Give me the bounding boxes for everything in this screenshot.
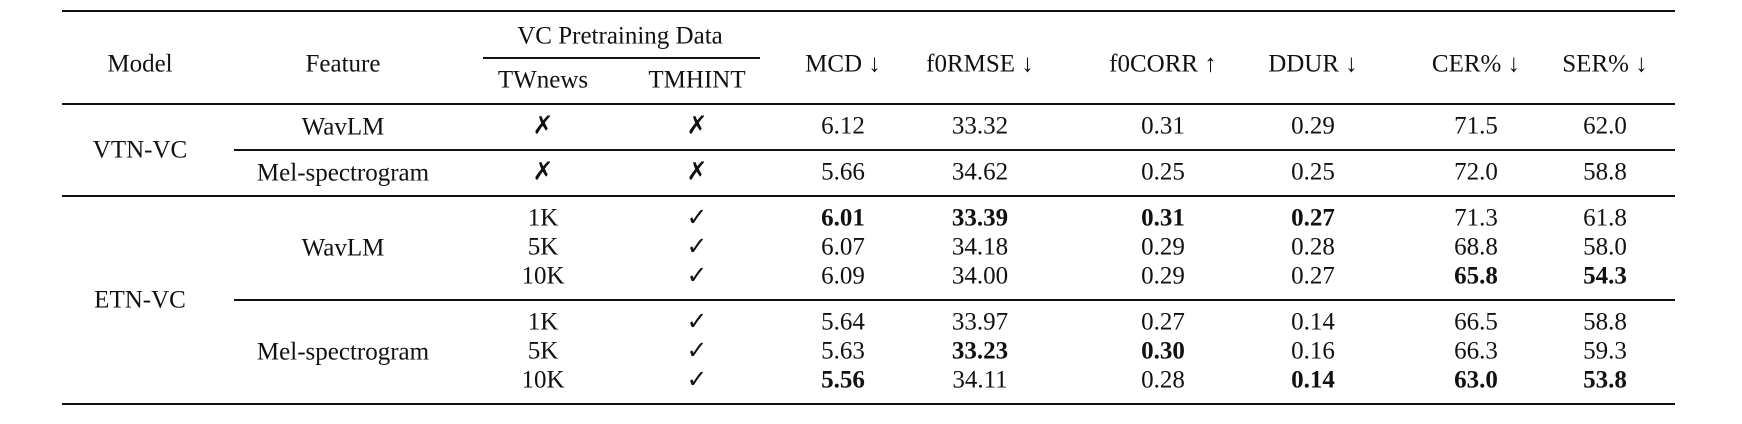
table-cell: 0.31 (1141, 204, 1185, 232)
table-cell: 53.8 (1583, 366, 1627, 394)
feature-label: WavLM (301, 113, 385, 141)
table-cell: 6.01 (821, 204, 865, 232)
table-cell: 34.00 (951, 262, 1009, 290)
table-cell: 0.28 (1291, 233, 1335, 261)
model-label: ETN-VC (94, 286, 186, 314)
table-cell: 58.0 (1583, 233, 1627, 261)
table-cell: 71.5 (1454, 112, 1498, 140)
header-cell: Model (107, 50, 173, 78)
table-cell: 34.18 (951, 233, 1009, 261)
table-cell: 33.23 (951, 337, 1009, 365)
rule (62, 103, 1675, 105)
table-cell: 33.39 (951, 204, 1009, 232)
table-cell: ✗ (686, 158, 708, 186)
table-cell: ✗ (532, 112, 554, 140)
header-cell: TWnews (497, 66, 589, 94)
table-cell: 5K (527, 337, 559, 365)
rule (62, 195, 1675, 197)
table-cell: 10K (521, 366, 565, 394)
table-cell: 72.0 (1454, 158, 1498, 186)
header-cell: f0CORR ↑ (1109, 50, 1217, 78)
header-cell: MCD ↓ (805, 50, 881, 78)
table-cell: 0.16 (1291, 337, 1335, 365)
table-cell: 5.66 (821, 158, 865, 186)
table-cell: 5.63 (821, 337, 865, 365)
table-cell: 0.28 (1141, 366, 1185, 394)
table-cell: 6.07 (821, 233, 865, 261)
table-cell: 34.62 (951, 158, 1009, 186)
table-cell: 66.3 (1454, 337, 1498, 365)
feature-label: Mel-spectrogram (256, 159, 430, 187)
table-cell: ✓ (686, 308, 708, 336)
feature-label: WavLM (301, 234, 385, 262)
table-cell: ✓ (686, 337, 708, 365)
table-cell: 62.0 (1583, 112, 1627, 140)
table-cell: 33.97 (951, 308, 1009, 336)
table-cell: 0.30 (1141, 337, 1185, 365)
header-cell: TMHINT (648, 66, 746, 94)
table-cell: 33.32 (951, 112, 1009, 140)
table-cell: ✓ (686, 262, 708, 290)
table-cell: 0.14 (1291, 308, 1335, 336)
table-cell: ✓ (686, 233, 708, 261)
table-cell: 1K (527, 308, 559, 336)
table-cell: 0.29 (1141, 262, 1185, 290)
table-cell: 5.64 (821, 308, 865, 336)
table-cell: 63.0 (1454, 366, 1498, 394)
table-cell: 68.8 (1454, 233, 1498, 261)
rule (62, 9, 1675, 13)
header-cell: SER% ↓ (1562, 50, 1648, 78)
table-cell: ✓ (686, 204, 708, 232)
table-cell: 0.29 (1141, 233, 1185, 261)
header-cell: DDUR ↓ (1268, 50, 1358, 78)
table-cell: 5K (527, 233, 559, 261)
table-cell: 6.09 (821, 262, 865, 290)
table-cell: 34.11 (952, 366, 1008, 394)
table-cell: 5.56 (821, 366, 865, 394)
table-cell: 58.8 (1583, 308, 1627, 336)
table-cell: 0.25 (1291, 158, 1335, 186)
rule (234, 299, 1675, 301)
table-cell: 59.3 (1583, 337, 1627, 365)
table-cell: 65.8 (1454, 262, 1498, 290)
table-cell: 1K (527, 204, 559, 232)
table-cell: ✗ (532, 158, 554, 186)
table-cell: 10K (521, 262, 565, 290)
rule (234, 149, 1675, 151)
table-cell: 0.27 (1141, 308, 1185, 336)
table-cell: 66.5 (1454, 308, 1498, 336)
table-cell: 0.27 (1291, 204, 1335, 232)
rule (483, 57, 760, 59)
header-cell: f0RMSE ↓ (926, 50, 1034, 78)
rule (62, 402, 1675, 406)
table-cell: 6.12 (821, 112, 865, 140)
table-cell: 0.29 (1291, 112, 1335, 140)
table-cell: 58.8 (1583, 158, 1627, 186)
feature-label: Mel-spectrogram (256, 338, 430, 366)
table-cell: 54.3 (1583, 262, 1627, 290)
table-cell: 0.27 (1291, 262, 1335, 290)
table-cell: 0.25 (1141, 158, 1185, 186)
table-cell: 0.14 (1291, 366, 1335, 394)
model-label: VTN-VC (92, 136, 188, 164)
table-cell: 0.31 (1141, 112, 1185, 140)
header-cell: Feature (305, 50, 381, 78)
table-cell: ✗ (686, 112, 708, 140)
table-cell: 61.8 (1583, 204, 1627, 232)
table-cell: 71.3 (1454, 204, 1498, 232)
table-cell: ✓ (686, 366, 708, 394)
header-cell: CER% ↓ (1431, 50, 1521, 78)
header-group: VC Pretraining Data (517, 22, 723, 50)
